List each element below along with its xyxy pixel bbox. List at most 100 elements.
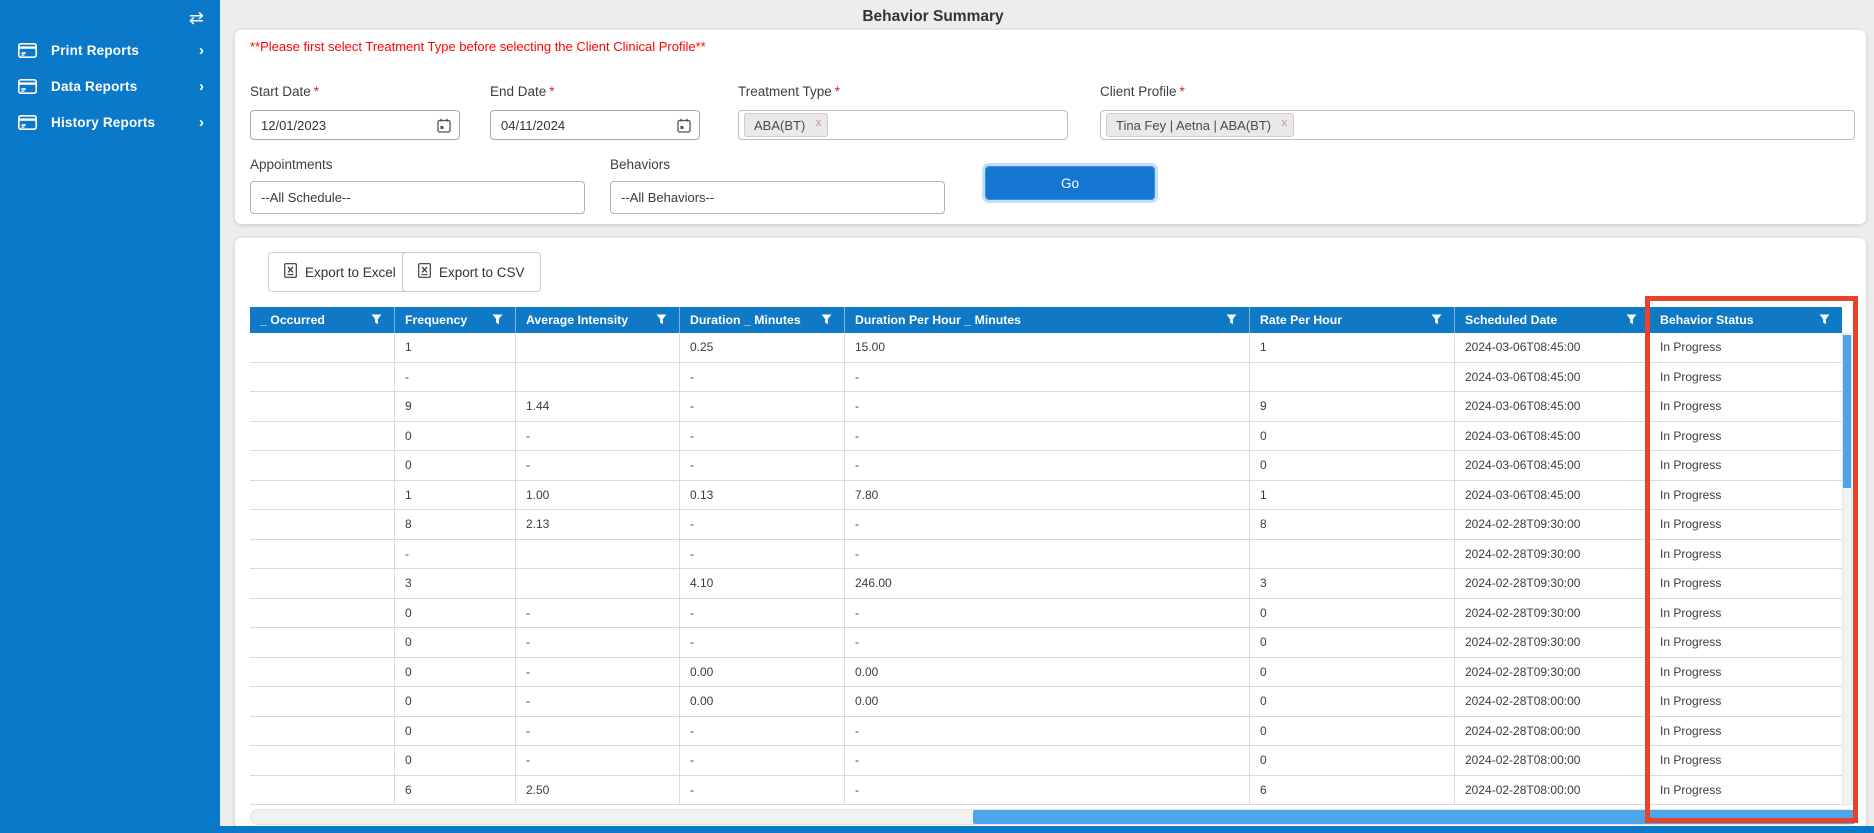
- column-header-scheduled-date[interactable]: Scheduled Date: [1455, 307, 1650, 333]
- cell: -: [845, 421, 1250, 450]
- cell: -: [680, 775, 845, 804]
- cell: 0: [395, 657, 516, 686]
- cell: In Progress: [1660, 605, 1722, 620]
- cell: -: [395, 539, 516, 568]
- cell: In Progress: [1660, 723, 1722, 738]
- column-header-duration-per-hour-minutes[interactable]: Duration Per Hour _ Minutes: [845, 307, 1250, 333]
- cell: 1.44: [516, 392, 680, 421]
- cell: [516, 539, 680, 568]
- appointments-select[interactable]: --All Schedule--: [250, 181, 585, 214]
- start-date-input[interactable]: 12/01/2023: [250, 110, 460, 140]
- filter-funnel-icon[interactable]: [656, 314, 667, 328]
- grid-body: 1 0.25 15.00 1 2024-03-06T08:45:00 In Progres…: [250, 333, 1842, 805]
- cell: 2024-03-06T08:45:00: [1455, 392, 1650, 421]
- filter-funnel-icon[interactable]: [371, 314, 382, 328]
- calendar-icon[interactable]: [435, 117, 453, 134]
- client-profile-input[interactable]: Tina Fey | Aetna | ABA(BT) x: [1100, 110, 1855, 140]
- cell: 0.00: [680, 657, 845, 686]
- cell: -: [680, 716, 845, 745]
- end-date-input[interactable]: 04/11/2024: [490, 110, 700, 140]
- column-header-occurred[interactable]: _ Occurred: [250, 307, 395, 333]
- cell: In Progress: [1660, 399, 1722, 414]
- sidebar-toggle-icon[interactable]: ⇄: [188, 8, 204, 28]
- cell: [1250, 362, 1455, 391]
- cell: 0: [1250, 746, 1455, 775]
- cell: 0: [1250, 451, 1455, 480]
- cell: -: [845, 539, 1250, 568]
- cell: 2024-03-06T08:45:00: [1455, 480, 1650, 509]
- warning-message: **Please first select Treatment Type bef…: [250, 39, 706, 54]
- cell: [250, 421, 395, 450]
- treatment-type-input[interactable]: ABA(BT) x: [738, 110, 1068, 140]
- cell: -: [680, 598, 845, 627]
- cell: 3: [1250, 569, 1455, 598]
- cell: [250, 716, 395, 745]
- chevron-right-icon: ›: [199, 77, 204, 95]
- cell: 3: [395, 569, 516, 598]
- cell: [250, 333, 395, 362]
- cell: 0: [1250, 598, 1455, 627]
- sidebar-item-label: Data Reports: [51, 78, 138, 94]
- export-to-csv-button[interactable]: Export to CSV: [402, 252, 541, 292]
- table-row: 1 0.25 15.00 1 2024-03-06T08:45:00 In Progres…: [250, 333, 1842, 363]
- sidebar-item-print-reports[interactable]: Print Reports ›: [0, 37, 220, 63]
- column-header-rate-per-hour[interactable]: Rate Per Hour: [1250, 307, 1455, 333]
- cell: [516, 333, 680, 362]
- sidebar-item-data-reports[interactable]: Data Reports ›: [0, 73, 220, 99]
- vertical-scrollbar-thumb[interactable]: [1843, 335, 1851, 488]
- filter-funnel-icon[interactable]: [1626, 314, 1637, 328]
- sidebar-item-history-reports[interactable]: History Reports ›: [0, 109, 220, 135]
- filter-funnel-icon[interactable]: [821, 314, 832, 328]
- behaviors-label: Behaviors: [610, 157, 671, 172]
- filter-funnel-icon[interactable]: [1431, 314, 1442, 328]
- column-header-label: Frequency: [405, 313, 468, 327]
- excel-file-icon: [418, 263, 431, 281]
- remove-tag-icon[interactable]: x: [815, 117, 822, 129]
- export-to-excel-button[interactable]: Export to Excel: [268, 252, 412, 292]
- cell: [250, 687, 395, 716]
- cell: 2024-03-06T08:45:00: [1455, 333, 1650, 362]
- cell: [516, 569, 680, 598]
- cell: -: [680, 362, 845, 391]
- sidebar-item-label: History Reports: [51, 114, 156, 130]
- cell: [250, 392, 395, 421]
- cell: -: [680, 539, 845, 568]
- cell: 2.50: [516, 775, 680, 804]
- cell: 0: [395, 746, 516, 775]
- cell: [250, 362, 395, 391]
- column-header-behavior-status[interactable]: Behavior Status: [1650, 307, 1842, 333]
- cell: 8: [395, 510, 516, 539]
- go-button[interactable]: Go: [985, 166, 1155, 200]
- column-header-duration-minutes[interactable]: Duration _ Minutes: [680, 307, 845, 333]
- cell: 9: [1250, 392, 1455, 421]
- filter-funnel-icon[interactable]: [1819, 314, 1830, 328]
- cell: 0: [395, 451, 516, 480]
- column-header-frequency[interactable]: Frequency: [395, 307, 516, 333]
- remove-tag-icon[interactable]: x: [1281, 117, 1288, 129]
- horizontal-scrollbar-thumb[interactable]: [973, 810, 1855, 824]
- cell: 2024-02-28T09:30:00: [1455, 628, 1650, 657]
- cell: 15.00: [845, 333, 1250, 362]
- cell: 2024-02-28T09:30:00: [1455, 569, 1650, 598]
- cell: -: [845, 628, 1250, 657]
- cell: In Progress: [1660, 458, 1722, 473]
- behavior-summary-grid: _ Occurred Frequency Average Intensity Dura…: [250, 307, 1842, 805]
- cell: [250, 775, 395, 804]
- table-row: 0- - -0 2024-02-28T09:30:00 In Progress: [250, 628, 1842, 658]
- cell: -: [516, 716, 680, 745]
- cell: -: [395, 362, 516, 391]
- cell: 0: [395, 421, 516, 450]
- page-title: Behavior Summary: [862, 8, 1004, 25]
- filter-funnel-icon[interactable]: [1226, 314, 1237, 328]
- column-header-label: Scheduled Date: [1465, 313, 1558, 327]
- behaviors-select[interactable]: --All Behaviors--: [610, 181, 945, 214]
- cell: -: [680, 392, 845, 421]
- calendar-icon[interactable]: [675, 117, 693, 134]
- cell: 0: [1250, 628, 1455, 657]
- grid-vertical-scrollbar: [1842, 333, 1852, 805]
- sidebar: ⇄ Print Reports › Data Reports › History…: [0, 0, 220, 826]
- cell: 9: [395, 392, 516, 421]
- column-header-average-intensity[interactable]: Average Intensity: [516, 307, 680, 333]
- cell: In Progress: [1660, 635, 1722, 650]
- filter-funnel-icon[interactable]: [492, 314, 503, 328]
